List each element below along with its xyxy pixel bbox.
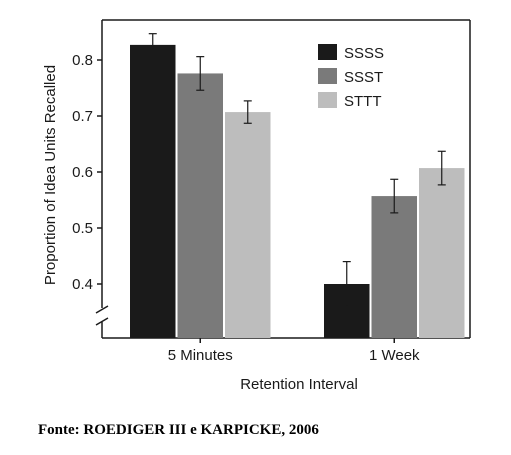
bar-ssst bbox=[371, 196, 417, 338]
bar-sttt bbox=[225, 112, 271, 338]
y-tick-label: 0.5 bbox=[72, 220, 93, 237]
y-tick-label: 0.6 bbox=[72, 164, 93, 181]
legend-label: SSSS bbox=[344, 45, 384, 62]
legend-swatch bbox=[318, 92, 337, 108]
x-tick-label: 1 Week bbox=[369, 347, 420, 364]
bar-chart: 0.4 0.5 0.6 0.7 0.8 5 Minutes 1 Week SSSS SSST… bbox=[42, 19, 471, 393]
legend-swatch bbox=[318, 44, 337, 60]
bar-sttt bbox=[419, 168, 465, 338]
legend-swatch bbox=[318, 68, 337, 84]
y-tick-label: 0.7 bbox=[72, 108, 93, 125]
legend-label: STTT bbox=[344, 93, 382, 110]
x-tick-label: 5 Minutes bbox=[168, 347, 233, 364]
axis-break-mark-upper bbox=[95, 305, 109, 314]
y-axis-ticks: 0.4 0.5 0.6 0.7 0.8 bbox=[72, 52, 102, 293]
bar-ssst bbox=[177, 73, 223, 338]
x-axis-ticks: 5 Minutes 1 Week bbox=[168, 338, 420, 364]
x-axis-title: Retention Interval bbox=[240, 376, 358, 393]
y-tick-label: 0.4 bbox=[72, 276, 93, 293]
legend-label: SSST bbox=[344, 69, 383, 86]
bar-ssss bbox=[130, 44, 176, 338]
axis-break-mark-lower bbox=[95, 317, 109, 326]
y-tick-label: 0.8 bbox=[72, 52, 93, 69]
legend: SSSS SSST STTT bbox=[318, 44, 384, 110]
bars-group bbox=[130, 33, 465, 338]
y-axis-title: Proportion of Idea Units Recalled bbox=[42, 65, 59, 285]
source-caption: Fonte: ROEDIGER III e KARPICKE, 2006 bbox=[38, 422, 319, 438]
